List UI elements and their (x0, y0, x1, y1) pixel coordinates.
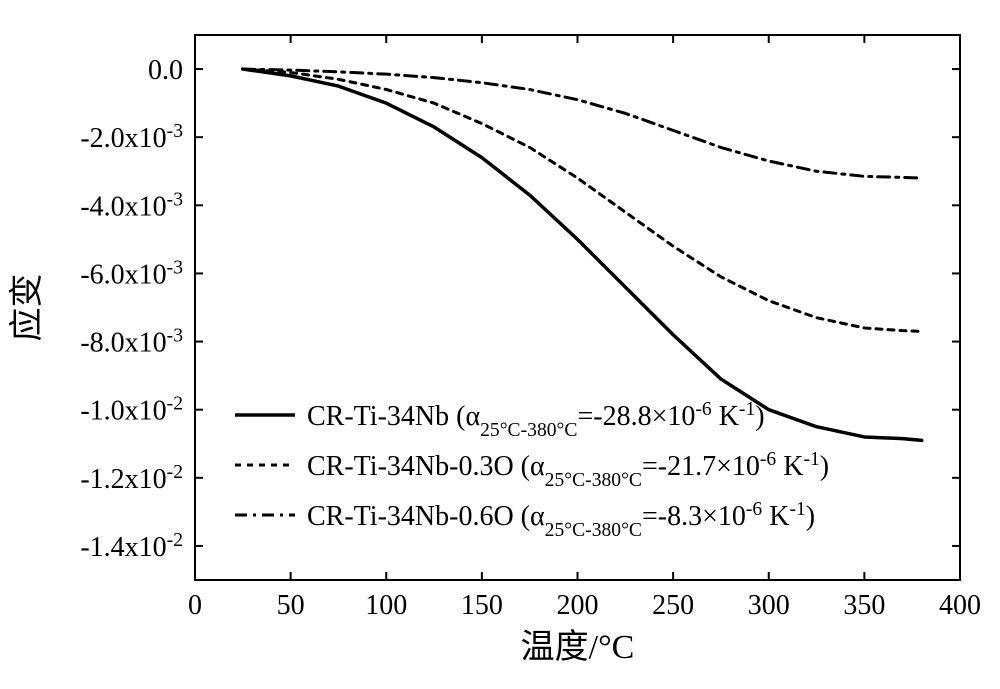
x-tick-label: 0 (188, 590, 202, 621)
series-line-CR-Ti-34Nb (243, 69, 922, 440)
series-line-CR-Ti-34Nb-0.6O (243, 69, 922, 178)
legend-label: CR-Ti-34Nb-0.6O (α25°C-380°C=-8.3×10-6 K… (307, 499, 815, 541)
y-tick-label: -2.0x10-3 (80, 121, 183, 155)
x-tick-label: 200 (557, 590, 599, 621)
x-tick-label: 350 (843, 590, 885, 621)
y-tick-label: -6.0x10-3 (80, 257, 183, 291)
x-tick-label: 100 (365, 590, 407, 621)
x-tick-label: 250 (652, 590, 694, 621)
y-tick-label: -1.2x10-2 (80, 461, 183, 495)
strain-vs-temperature-chart: 0 50 100 150 200 250 300 350 400 0.0 -2.0x10-3 -4.0… (0, 0, 1000, 689)
y-tick-label: 0.0 (148, 55, 183, 86)
legend-label: CR-Ti-34Nb (α25°C-380°C=-28.8×10-6 K-1) (307, 399, 765, 441)
y-axis-label: 应变 (8, 274, 46, 342)
chart-container: 0 50 100 150 200 250 300 350 400 0.0 -2.0x10-3 -4.0… (0, 0, 1000, 689)
x-axis-label: 温度/°C (521, 628, 635, 666)
y-tick-label: -1.0x10-2 (80, 393, 183, 427)
plot-frame (195, 35, 960, 580)
y-tick-label: -8.0x10-3 (80, 325, 183, 359)
x-tick-label: 150 (461, 590, 503, 621)
series-line-CR-Ti-34Nb-0.3O (243, 69, 922, 331)
y-tick-label: -4.0x10-3 (80, 189, 183, 223)
legend-label: CR-Ti-34Nb-0.3O (α25°C-380°C=-21.7×10-6 … (307, 449, 829, 491)
y-tick-label: -1.4x10-2 (80, 529, 183, 563)
x-tick-label: 50 (277, 590, 305, 621)
x-tick-label: 300 (748, 590, 790, 621)
x-tick-label: 400 (939, 590, 981, 621)
